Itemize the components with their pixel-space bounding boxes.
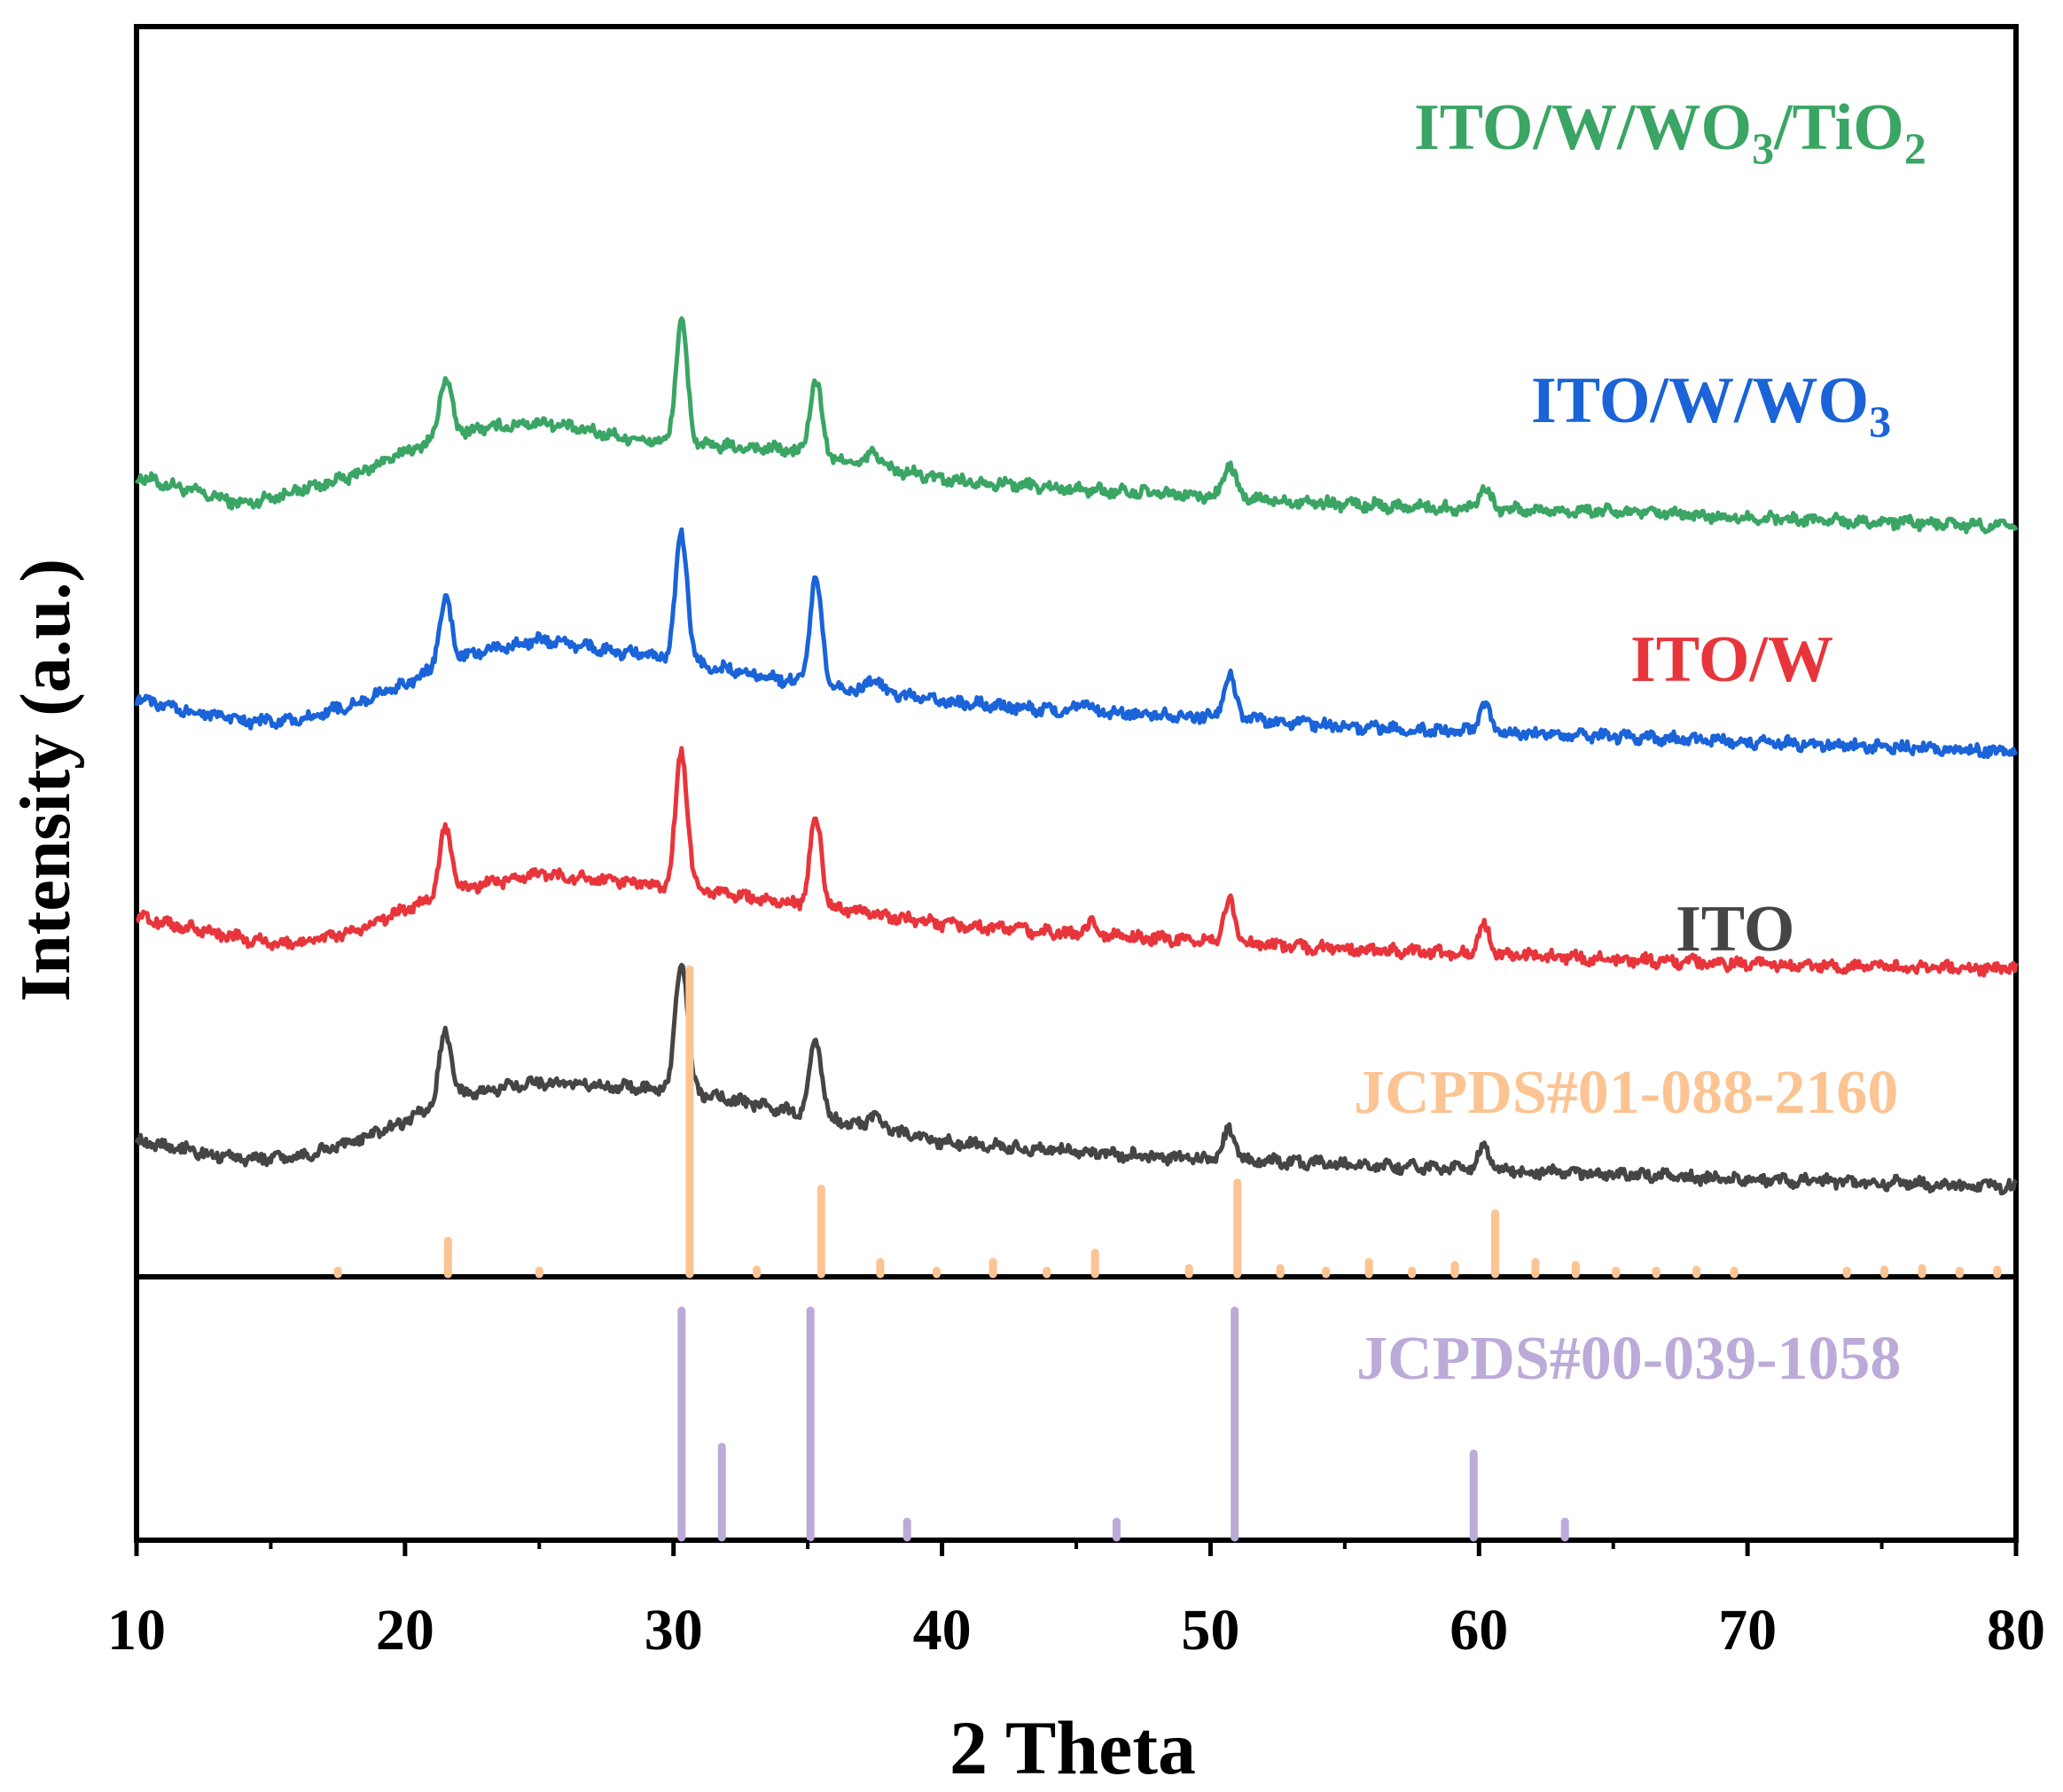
series-line-ito-w-wo- [134, 527, 2019, 760]
series-label-ito: ITO [1676, 893, 1794, 966]
reference-label-jcpds-01-088-2160: JCPDS#01-088-2160 [1354, 1059, 1898, 1127]
series-layer [134, 316, 2019, 1196]
x-tick-label: 80 [1987, 1598, 2045, 1663]
lower-panel-frame [134, 1274, 2019, 1543]
series-line-ito [134, 962, 2019, 1196]
x-tick-label: 70 [1718, 1598, 1777, 1663]
series-label-ito-w-wo3-tio2: ITO/W/WO3/TiO2 [1414, 91, 1926, 173]
x-tick-label: 60 [1450, 1598, 1508, 1663]
x-tick-label: 40 [913, 1598, 972, 1663]
reference-label-jcpds-00-039-1058: JCPDS#00-039-1058 [1356, 1325, 1901, 1393]
x-axis-title: 2 Theta [949, 1705, 1196, 1790]
label-part-sub: 2 [1904, 123, 1926, 173]
x-tick-label: 50 [1181, 1598, 1239, 1663]
x-tick-label: 10 [107, 1598, 166, 1663]
series-line-ito-w-wo-tio- [134, 316, 2019, 535]
x-tick-label: 30 [645, 1598, 703, 1663]
label-part-sub: 3 [1869, 396, 1891, 446]
label-part-main: ITO/W/WO [1531, 364, 1869, 437]
label-part-main: ITO/W/WO [1414, 91, 1752, 164]
series-label-ito-w-wo3: ITO/W/WO3 [1531, 364, 1891, 446]
label-part-mid: /TiO [1773, 91, 1904, 164]
series-line-ito-w [136, 746, 2019, 978]
x-tick-label: 20 [376, 1598, 434, 1663]
label-part-sub: 3 [1752, 123, 1774, 173]
y-axis-title: Intensity (a.u.) [7, 559, 85, 1002]
x-axis: 10 20 30 40 50 60 70 80 [107, 1540, 2045, 1663]
series-label-ito-w: ITO/W [1630, 623, 1833, 696]
reference-layer [333, 965, 2002, 1542]
